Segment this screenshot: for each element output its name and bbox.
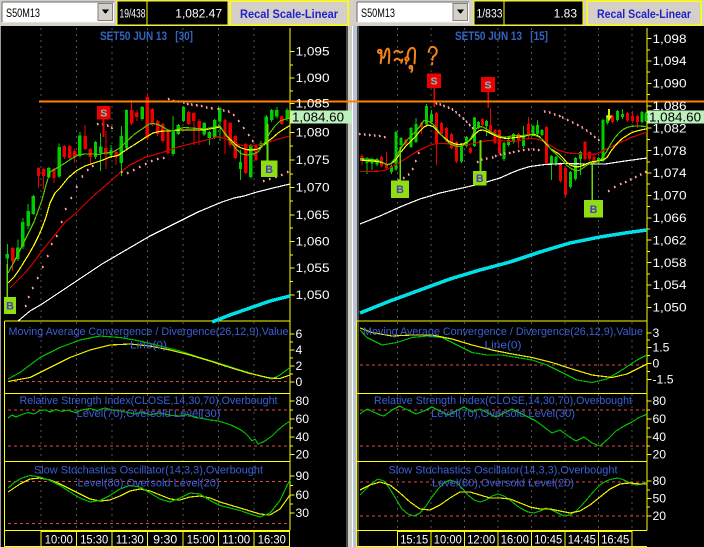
svg-text:0: 0 [296,375,303,389]
svg-text:40: 40 [653,430,667,444]
svg-text:80: 80 [296,394,310,408]
svg-text:Relative Strength Index(CLOSE,: Relative Strength Index(CLOSE,14,30,70),… [374,395,632,407]
svg-text:1,080: 1,080 [296,126,330,140]
svg-text:16:00: 16:00 [501,532,529,546]
svg-text:1,095: 1,095 [296,45,330,59]
svg-text:1,070: 1,070 [653,189,687,203]
svg-text:S: S [100,108,107,120]
svg-text:1,084.60: 1,084.60 [292,110,344,125]
svg-text:30: 30 [296,506,310,520]
svg-text:10:00: 10:00 [434,532,462,546]
svg-text:Line(0): Line(0) [130,340,167,352]
svg-text:15:15: 15:15 [400,532,428,546]
svg-text:6: 6 [296,327,303,341]
svg-text:Level(80),Oversold Level(20): Level(80),Oversold Level(20) [78,478,220,490]
svg-text:1,055: 1,055 [296,261,330,275]
svg-text:1.83: 1.83 [554,7,578,21]
svg-text:1,098: 1,098 [653,32,687,46]
svg-text:B: B [476,173,484,185]
svg-text:Level(70),Oversold Level(30): Level(70),Oversold Level(30) [431,408,575,420]
svg-text:1,054: 1,054 [653,278,687,292]
svg-text:20: 20 [653,509,667,523]
svg-text:1,078: 1,078 [653,144,687,158]
svg-text:1,084.60: 1,084.60 [649,110,701,125]
svg-text:1,058: 1,058 [653,256,687,270]
svg-text:16:30: 16:30 [258,532,286,546]
svg-text:B: B [396,184,404,196]
svg-text:S50M13: S50M13 [6,6,40,20]
svg-text:1,065: 1,065 [296,208,330,222]
svg-text:B: B [590,204,598,216]
svg-text:60: 60 [653,412,667,426]
svg-text:11:30: 11:30 [116,532,144,546]
svg-text:B: B [265,164,273,176]
svg-text:1,050: 1,050 [653,301,687,315]
svg-text:10:45: 10:45 [534,532,562,546]
svg-text:SET50 JUN 13 [15]: SET50 JUN 13 [15] [455,31,548,43]
svg-text:S50M13: S50M13 [361,6,395,20]
svg-text:S: S [484,79,491,91]
svg-text:1,090: 1,090 [296,71,330,85]
svg-text:-1.5: -1.5 [653,373,674,387]
svg-text:20: 20 [653,448,667,462]
svg-text:1.5: 1.5 [653,341,670,355]
svg-text:15:30: 15:30 [80,532,108,546]
svg-text:SET50 JUN 13 [30]: SET50 JUN 13 [30] [100,31,193,43]
svg-text:Level(70),Oversold Level(30): Level(70),Oversold Level(30) [77,408,221,420]
svg-text:15:00: 15:00 [187,532,215,546]
svg-text:1,082.47: 1,082.47 [175,7,222,21]
svg-text:10:00: 10:00 [45,532,73,546]
svg-text:1,082: 1,082 [653,121,687,135]
svg-text:11:00: 11:00 [222,532,250,546]
svg-text:S: S [430,76,437,88]
svg-text:80: 80 [653,474,667,488]
svg-text:0: 0 [653,357,660,371]
svg-text:80: 80 [653,394,667,408]
svg-text:60: 60 [296,412,310,426]
svg-text:Line(0): Line(0) [485,340,522,352]
svg-text:1,085: 1,085 [296,97,330,111]
svg-text:14:45: 14:45 [568,532,596,546]
svg-text:12:00: 12:00 [467,532,495,546]
svg-text:20: 20 [296,448,310,462]
svg-text:1,074: 1,074 [653,166,687,180]
svg-text:4: 4 [296,343,303,357]
svg-text:2: 2 [296,359,303,373]
svg-text:9:30: 9:30 [153,532,177,546]
svg-text:40: 40 [296,430,310,444]
svg-text:50: 50 [653,492,667,506]
svg-text:90: 90 [296,469,310,483]
svg-text:1,066: 1,066 [653,211,687,225]
svg-text:Level(80),Oversold Level(20): Level(80),Oversold Level(20) [432,478,574,490]
svg-text:1,090: 1,090 [653,77,687,91]
svg-text:Recal Scale-Linear: Recal Scale-Linear [597,7,691,21]
svg-text:1,070: 1,070 [296,181,330,195]
svg-text:1,086: 1,086 [653,99,687,113]
svg-text:1,094: 1,094 [653,54,687,68]
svg-text:1,075: 1,075 [296,153,330,167]
svg-text:Recal Scale-Linear: Recal Scale-Linear [240,7,338,21]
svg-text:3: 3 [653,326,660,340]
svg-text:Moving Average Convergence / D: Moving Average Convergence / Divergence(… [9,326,289,338]
svg-text:Moving Average Convergence / D: Moving Average Convergence / Divergence(… [363,326,643,338]
svg-text:Slow Stochastics Oscillator(14: Slow Stochastics Oscillator(14,3,3),Over… [34,465,263,477]
svg-text:Slow Stochastics Oscillator(14: Slow Stochastics Oscillator(14,3,3),Over… [389,465,618,477]
svg-text:B: B [6,301,14,313]
svg-text:1,062: 1,062 [653,233,687,247]
svg-text:1/833: 1/833 [477,9,503,21]
svg-text:19/438: 19/438 [120,9,146,21]
svg-text:60: 60 [296,488,310,502]
svg-text:1,060: 1,060 [296,235,330,249]
svg-text:Relative Strength Index(CLOSE,: Relative Strength Index(CLOSE,14,30,70),… [20,395,278,407]
svg-text:1,050: 1,050 [296,288,330,302]
svg-text:16:45: 16:45 [601,532,629,546]
